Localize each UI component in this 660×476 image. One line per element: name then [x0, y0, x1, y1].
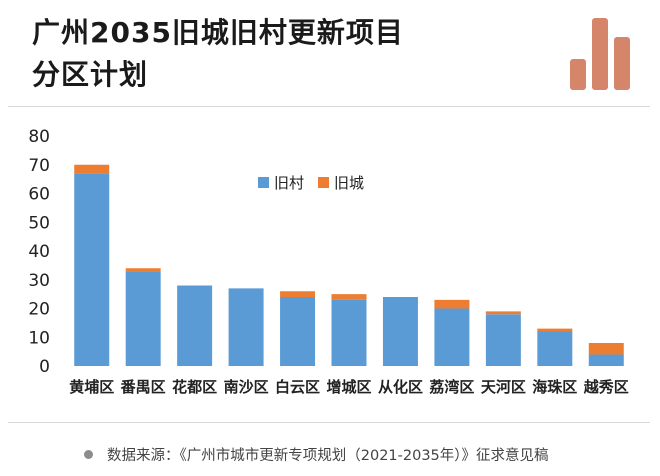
x-tick-label: 番禺区 [120, 378, 166, 396]
title-line-1: 广州2035旧城旧村更新项目 [32, 16, 404, 49]
bar-old-village [177, 285, 213, 366]
y-tick-label: 70 [28, 156, 50, 176]
bar-old-city [331, 294, 367, 300]
bar-old-village [537, 331, 573, 366]
y-tick-label: 20 [28, 300, 50, 320]
legend-item-old-village: 旧村 [258, 172, 304, 193]
bar-old-city [537, 328, 573, 332]
x-tick-label: 南沙区 [224, 378, 269, 396]
logo-bar-left [570, 59, 586, 90]
bar-chart-logo-icon [570, 18, 630, 90]
data-source-text: 数据来源：《广州市城市更新专项规划（2021-2035年）》征求意见稿 [107, 448, 549, 464]
x-tick-label: 荔湾区 [429, 378, 474, 396]
x-tick-label: 越秀区 [583, 378, 629, 396]
bar-old-village [331, 299, 367, 366]
bar-old-village [434, 308, 470, 366]
bar-old-city [434, 299, 470, 309]
title-line-2: 分区计划 [32, 58, 149, 91]
page-title: 广州2035旧城旧村更新项目 分区计划 [32, 12, 404, 96]
x-tick-label: 白云区 [275, 378, 320, 396]
y-tick-label: 50 [28, 213, 50, 233]
legend-swatch-old-city [318, 177, 330, 188]
x-tick-label: 天河区 [481, 378, 526, 396]
bar-old-city [588, 343, 624, 355]
stacked-bar-chart: 0 10 20 30 40 50 60 70 80 黄埔区 番禺区 花都区 南沙区 白云区 增城区 从化区 荔湾… [28, 127, 629, 396]
bar-old-city [485, 311, 521, 315]
legend-item-old-city: 旧城 [318, 172, 364, 193]
bullet-dot-icon [84, 450, 93, 459]
bar-old-village [74, 173, 110, 366]
x-tick-label: 增城区 [326, 378, 371, 396]
bar-old-village [125, 271, 161, 366]
y-tick-label: 10 [28, 328, 50, 348]
logo-bar-middle [592, 18, 608, 90]
bar-old-village [228, 288, 264, 366]
bar-old-city [74, 164, 110, 174]
x-tick-label: 海珠区 [532, 378, 577, 396]
legend-label-old-city: 旧城 [334, 174, 365, 192]
bar-old-village [382, 297, 418, 366]
bar-old-city [280, 291, 316, 297]
data-source-note: 数据来源：《广州市城市更新专项规划（2021-2035年）》征求意见稿 [84, 444, 549, 465]
y-tick-label: 40 [28, 242, 50, 262]
x-tick-label: 黄埔区 [69, 378, 114, 396]
logo-bar-right [614, 37, 630, 90]
chart-legend: 旧村 旧城 [258, 172, 378, 193]
bottom-divider [8, 422, 650, 423]
bar-old-village [280, 297, 316, 366]
legend-label-old-village: 旧村 [274, 174, 305, 192]
x-tick-label: 从化区 [378, 378, 423, 396]
y-tick-label: 0 [39, 357, 50, 377]
y-tick-label: 60 [28, 185, 50, 205]
bar-old-city [125, 268, 161, 272]
y-tick-label: 30 [28, 271, 50, 291]
legend-swatch-old-village [258, 177, 269, 188]
bar-old-village [588, 354, 624, 366]
bar-old-village [485, 314, 521, 366]
top-divider [8, 106, 650, 107]
x-tick-label: 花都区 [172, 378, 217, 396]
y-tick-label: 80 [28, 127, 50, 147]
